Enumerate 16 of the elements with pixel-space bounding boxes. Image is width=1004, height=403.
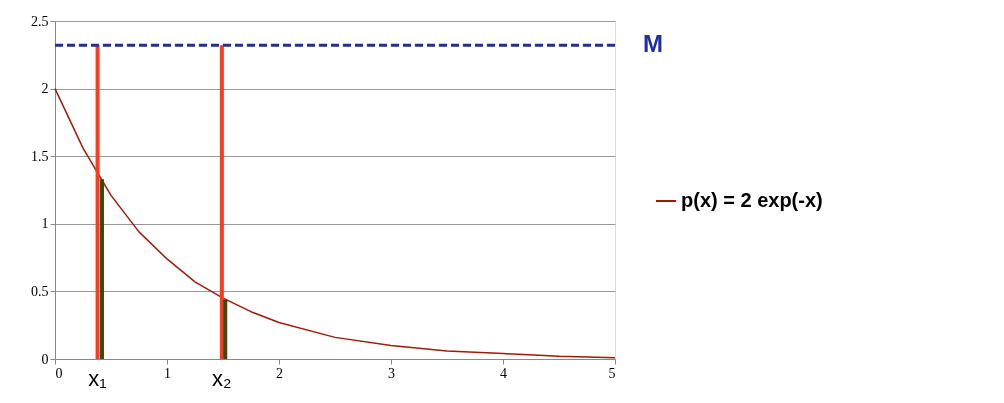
x-tick-label: 1 — [164, 365, 171, 381]
x-tick-label: 2 — [276, 365, 283, 381]
legend-label: p(x) = 2 exp(-x) — [681, 189, 823, 211]
y-tick-label: 0.5 — [31, 283, 49, 299]
x-tick-label: 3 — [388, 365, 395, 381]
y-tick-label: 2.5 — [31, 13, 49, 29]
x-tick-label: 0 — [55, 365, 63, 381]
y-tick-label: 1 — [41, 216, 49, 232]
annotation: M — [643, 30, 663, 58]
annotation: x₂ — [212, 366, 232, 391]
x-tick-label: 5 — [608, 365, 616, 381]
y-tick-label: 1.5 — [31, 148, 49, 164]
annotation: x₁ — [88, 366, 107, 391]
y-tick-label: 2 — [41, 81, 49, 97]
x-tick-label: 4 — [500, 365, 507, 381]
y-tick-label: 0 — [41, 351, 49, 367]
